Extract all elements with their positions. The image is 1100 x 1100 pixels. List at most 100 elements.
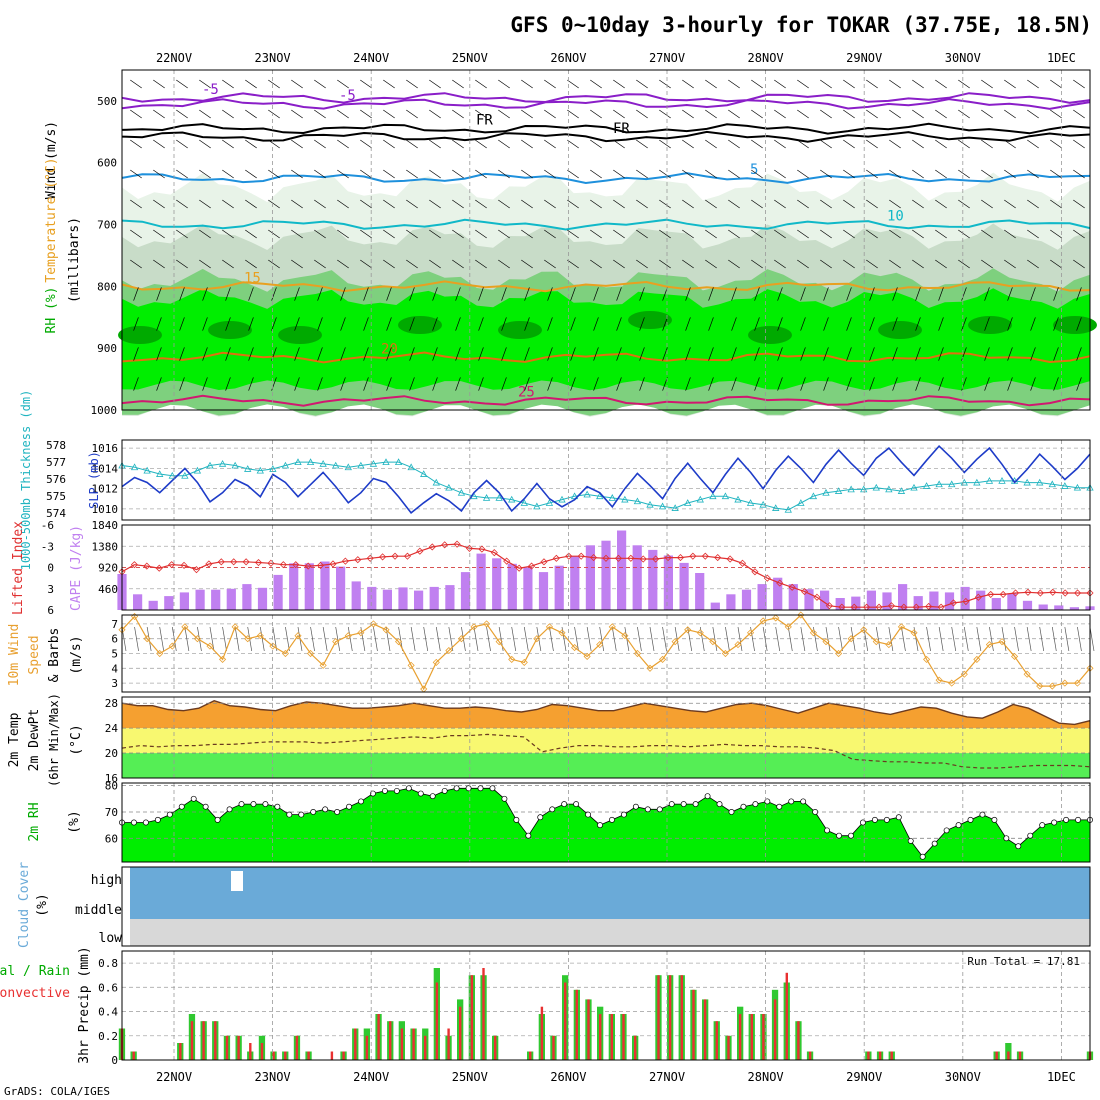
rh2m-marker: [585, 811, 592, 818]
wind-barb: [590, 259, 602, 269]
cape-bar: [788, 584, 798, 610]
thickness-marker: [369, 459, 378, 467]
cape-bar: [523, 567, 533, 610]
wind-barb: [958, 79, 970, 89]
wind-barb: [268, 79, 280, 89]
wind-barb: [544, 139, 556, 149]
wind-barb: [915, 287, 921, 301]
lifted-index-line: [121, 543, 1090, 608]
rh-blob-95: [278, 326, 322, 344]
wind-barb: [156, 287, 162, 301]
isotherm-label: 25: [518, 385, 535, 401]
thickness-marker: [1048, 480, 1056, 488]
wind-barb: [1050, 169, 1062, 179]
rh2m-panel-frame: [121, 782, 1091, 863]
wind-barb: [386, 347, 392, 361]
wind-barb: [889, 139, 901, 149]
temperature-fill: [122, 700, 1090, 729]
precip-convective-bar: [575, 989, 578, 1060]
wind-barb: [406, 139, 418, 149]
rh-blob-95: [1053, 316, 1097, 334]
lifted-index-marker: [577, 552, 585, 560]
wind-barb: [153, 169, 165, 179]
thickness-marker: [847, 485, 855, 493]
cape-bar: [726, 594, 736, 610]
wind-barb: [176, 229, 188, 239]
wind-barb: [245, 229, 257, 239]
thickness-marker: [281, 461, 290, 469]
rh2m-marker: [824, 827, 831, 834]
rh2m-marker: [812, 809, 819, 815]
lifted-index-marker: [639, 555, 647, 563]
precip-convective-bar: [878, 1051, 882, 1060]
wind-speed-marker: [960, 670, 968, 678]
precip-convective-bar: [237, 1035, 240, 1060]
precip-convective-bar: [529, 1051, 532, 1060]
wind-speed-marker: [847, 635, 855, 643]
cape-bar: [929, 591, 939, 610]
wind-barb: [498, 169, 510, 179]
wind10m-barb: [373, 626, 378, 652]
wind-barb: [613, 139, 625, 149]
wind-barb: [639, 287, 645, 301]
wind10m-barb: [1039, 626, 1045, 652]
wind-barb: [797, 169, 809, 179]
rh2m-marker: [131, 819, 137, 826]
wind-barb: [222, 79, 234, 89]
thickness-marker: [432, 478, 440, 486]
pressure-ylabel-temp: Temperature (°C): [44, 157, 59, 282]
wind-barb: [889, 109, 901, 119]
wind10m-barb: [146, 626, 152, 652]
rh2m-marker: [286, 811, 293, 818]
wind-barb: [268, 169, 280, 179]
lifted-index-marker: [602, 554, 610, 562]
date-label-top: 22NOV: [156, 51, 192, 65]
rh2m-marker: [310, 809, 317, 815]
thickness-marker: [596, 492, 604, 500]
wind-barb: [731, 287, 737, 301]
wind-barb: [705, 199, 717, 209]
lifted-index-marker: [192, 566, 201, 574]
wind-barb: [452, 169, 464, 179]
thickness-marker: [633, 497, 642, 505]
wind-barb: [1076, 287, 1082, 301]
wind-barb: [176, 169, 188, 179]
date-label-bottom: 27NOV: [649, 1070, 685, 1084]
lifted-index-marker: [354, 556, 362, 564]
wind-barb: [593, 287, 599, 301]
wind-speed-marker: [1036, 682, 1044, 690]
rh2m-marker: [740, 803, 747, 810]
wind-barb: [521, 109, 533, 119]
wind-barb: [1073, 139, 1085, 149]
temp-ylabel-2: 2m DewPt: [27, 709, 42, 772]
date-label-top: 26NOV: [550, 51, 586, 65]
wind-barb: [498, 79, 510, 89]
wind-barb: [340, 377, 346, 391]
wind-speed-marker: [382, 626, 390, 634]
wind-barb: [406, 109, 418, 119]
wind-barb: [570, 317, 576, 331]
wind10m-barb: [1001, 626, 1007, 652]
wind-barb: [682, 259, 694, 269]
wind-barb: [478, 287, 484, 301]
precip-convective-bar: [459, 1006, 462, 1060]
wind-speed-marker: [646, 664, 654, 672]
rh2m-tick: 70: [105, 806, 118, 819]
wind-barb: [337, 109, 349, 119]
rh2m-marker: [154, 816, 161, 823]
wind-speed-marker: [772, 614, 780, 622]
wind-speed-marker: [835, 649, 843, 658]
wind-barb: [912, 139, 924, 149]
wind-barb: [130, 139, 142, 149]
lifted-index-marker: [242, 558, 250, 566]
wind-barb: [386, 287, 392, 301]
slp-tick: 1010: [92, 503, 119, 516]
wind-barb: [1004, 79, 1016, 89]
slp-tick: 1014: [92, 462, 119, 475]
lifted-index-marker: [614, 554, 622, 562]
wind-speed-marker: [860, 626, 868, 634]
cape-bar: [1054, 605, 1064, 610]
wind-speed-marker: [784, 623, 792, 631]
wind-barb: [1073, 259, 1085, 269]
wind-barb: [383, 259, 395, 269]
